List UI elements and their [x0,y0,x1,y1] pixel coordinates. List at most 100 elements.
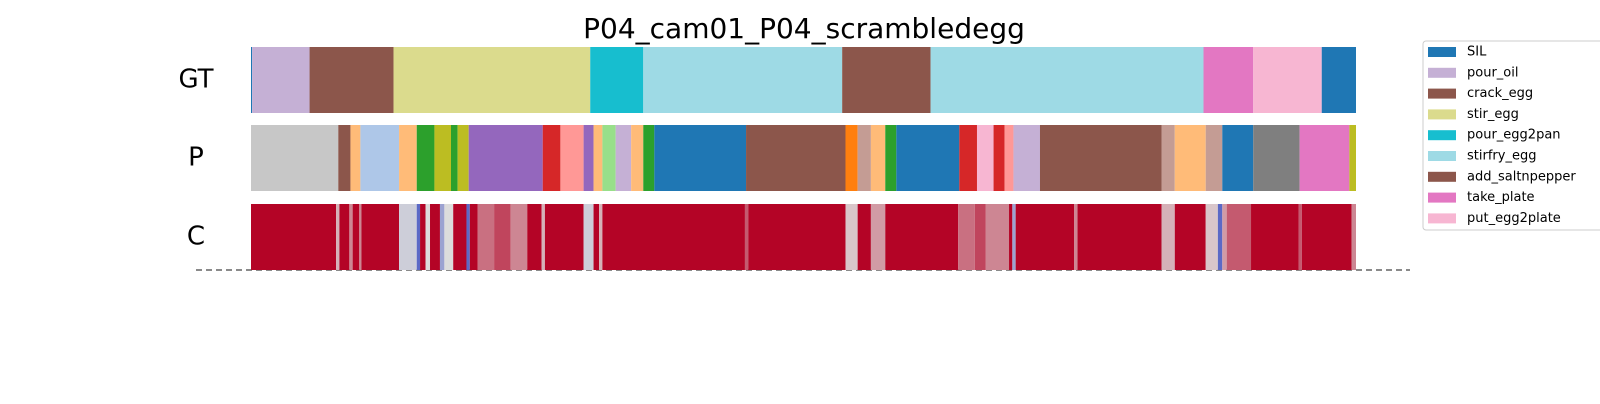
legend-swatch [1428,151,1456,161]
legend-swatch [1428,109,1456,120]
segment [930,47,1204,113]
confidence-cell [339,204,350,270]
segment [654,125,747,191]
confidence-cell [544,204,584,270]
segment [251,125,339,191]
confidence-cell [1251,204,1299,270]
segment [1205,125,1223,191]
legend-swatch [1428,47,1456,57]
segment [1004,125,1014,191]
confidence-cell [1077,204,1162,270]
segment [360,125,400,191]
chart-title: P04_cam01_P04_scrambledegg [583,12,1025,45]
segment [1174,125,1206,191]
confidence-cell [748,204,846,270]
legend-swatch [1428,88,1456,99]
confidence-cell [416,204,421,270]
confidence-cell [1226,204,1252,270]
confidence-cell [857,204,871,270]
segment [602,125,616,191]
segment [593,125,603,191]
segment [542,125,561,191]
legend-label: SIL [1467,45,1487,60]
segment [457,125,469,191]
confidence-cell [477,204,495,270]
confidence-cell [349,204,353,270]
confidence-cell [1161,204,1175,270]
segment [993,125,1005,191]
legend-label: crack_egg [1467,86,1533,101]
segment [1222,125,1254,191]
segment [309,47,394,113]
confidence-cell [359,204,362,270]
confidence-cell [1012,204,1016,270]
segment [252,47,310,113]
segment [583,125,594,191]
segment [746,125,846,191]
segment [434,125,452,191]
legend-swatch [1428,192,1456,203]
segment [643,125,655,191]
segment [896,125,960,191]
confidence-cell [425,204,431,270]
confidence-cell [453,204,467,270]
legend-label: pour_oil [1467,65,1518,80]
segment [451,125,458,191]
confidence-cell [527,204,542,270]
confidence-cell [985,204,1010,270]
segment [251,47,253,113]
confidence-cell [870,204,886,270]
legend-label: pour_egg2pan [1467,128,1561,143]
segment [1299,125,1350,191]
segment [1013,125,1040,191]
segment [1253,47,1322,113]
legend-label: stir_egg [1467,107,1519,122]
segment [1349,125,1356,191]
confidence-cell [593,204,600,270]
segment [1161,125,1175,191]
segment [842,47,931,113]
confidence-cell [466,204,470,270]
legend-label: stirfry_egg [1467,149,1536,164]
segment [870,125,886,191]
confidence-cell [1351,204,1356,270]
confidence-cell [420,204,426,270]
segment [590,47,644,113]
confidence-cell [958,204,975,270]
segment [468,125,543,191]
segment [350,125,361,191]
segment [1203,47,1254,113]
confidence-cell [885,204,959,270]
confidence-cell [1217,204,1223,270]
confidence-cell [439,204,445,270]
row-label: P [188,143,204,173]
segment [631,125,644,191]
confidence-cell [399,204,417,270]
segment [338,125,351,191]
segment [1039,125,1162,191]
segment [399,125,417,191]
confidence-cell [469,204,478,270]
segment [1321,47,1356,113]
legend-swatch [1428,67,1456,78]
legend: SIL pour_oil crack_egg stir_egg pour_egg2pan… [1422,40,1600,231]
legend-swatch [1428,213,1456,224]
confidence-cell [1301,204,1352,270]
legend-swatch [1428,171,1456,182]
segment [976,125,994,191]
row-label: GT [178,65,213,95]
segment [615,125,632,191]
confidence-cell [602,204,745,270]
confidence-cell [1298,204,1302,270]
segment [1253,125,1300,191]
segment [643,47,843,113]
confidence-cell [251,204,337,270]
segment [959,125,977,191]
confidence-cell [541,204,545,270]
segment [393,47,591,113]
segment [857,125,871,191]
confidence-cell [494,204,511,270]
legend-label: put_egg2plate [1467,211,1561,226]
